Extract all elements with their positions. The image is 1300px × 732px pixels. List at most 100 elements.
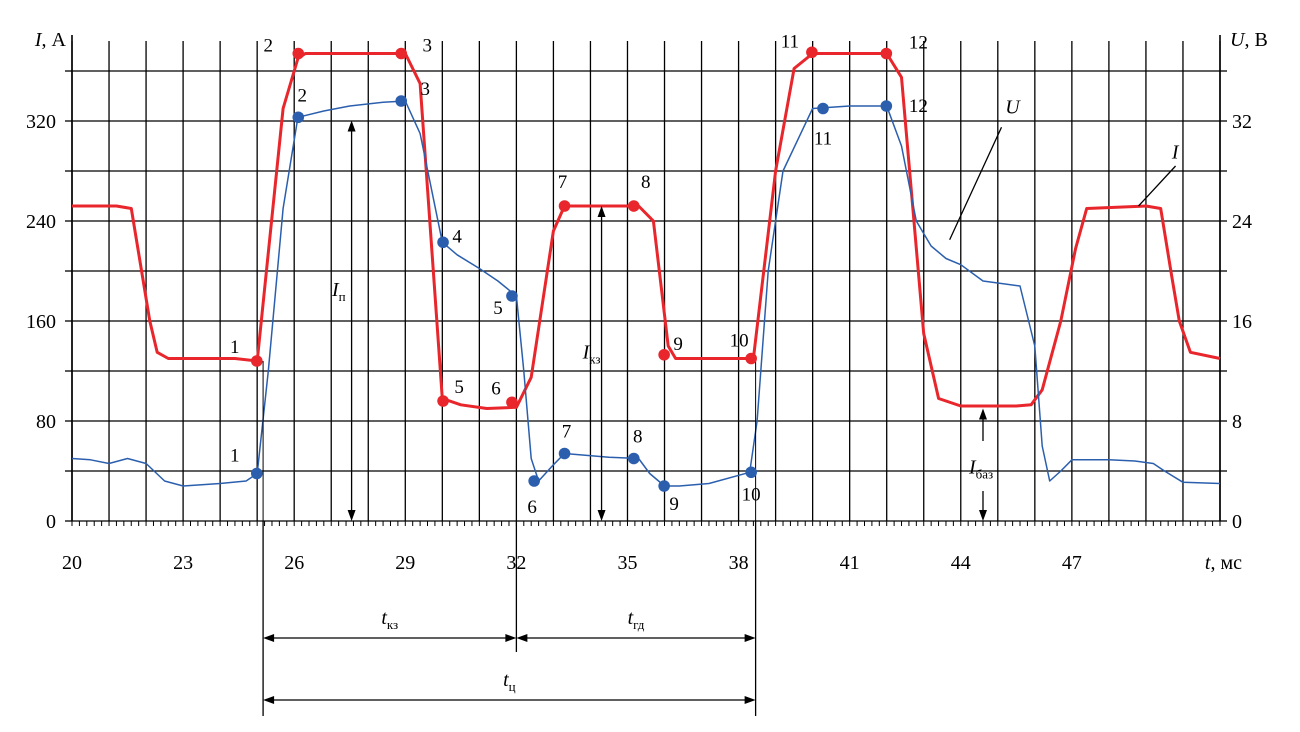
arrow-i-baz-head — [978, 408, 987, 420]
voltage-point-label: 11 — [814, 129, 832, 150]
label-t-c: tц — [503, 669, 516, 694]
annotation-arrows — [262, 120, 1177, 716]
current-point-label: 1 — [230, 337, 240, 358]
arrow-t-c-head — [744, 696, 756, 704]
current-series-line — [72, 52, 1221, 410]
voltage-point-label: 8 — [633, 427, 643, 448]
current-marker — [627, 200, 640, 212]
voltage-point-label: 5 — [493, 298, 503, 319]
x-tick-label: 23 — [173, 552, 193, 574]
current-marker — [250, 355, 263, 367]
current-point-label: 6 — [491, 378, 501, 399]
current-point-label: 12 — [909, 33, 928, 54]
arrow-t-kz-head — [505, 634, 517, 642]
voltage-marker — [250, 467, 263, 480]
current-point-label: 3 — [422, 36, 432, 57]
y-right-tick-label: 8 — [1232, 411, 1242, 433]
x-tick-label: 35 — [617, 552, 637, 574]
label-i-curve: I — [1171, 142, 1180, 164]
voltage-point-label: 2 — [298, 85, 308, 106]
y-left-tick-label: 320 — [26, 111, 56, 133]
voltage-marker — [880, 100, 893, 112]
label-t-gd: tгд — [628, 607, 645, 632]
voltage-point-label: 6 — [527, 497, 537, 518]
x-axis-title: t, мс — [1205, 552, 1242, 574]
current-marker — [806, 46, 818, 59]
x-tick-label: 26 — [284, 552, 304, 574]
voltage-marker — [627, 452, 640, 465]
current-point-label: 9 — [673, 334, 683, 355]
voltage-marker — [817, 102, 829, 115]
voltage-point-label: 4 — [452, 226, 462, 247]
voltage-point-label: 1 — [230, 446, 240, 467]
marker-points — [250, 46, 893, 492]
label-t-kz: tкз — [381, 607, 398, 632]
x-tick-label: 47 — [1062, 552, 1082, 574]
x-tick-label: 29 — [395, 552, 415, 574]
current-point-label: 5 — [454, 377, 464, 398]
current-point-label: 10 — [730, 331, 749, 352]
y-left-tick-label: 240 — [26, 211, 56, 233]
x-tick-label: 44 — [951, 552, 971, 574]
y-left-tick-label: 160 — [26, 311, 56, 333]
arrow-t-gd-head — [744, 634, 756, 642]
y-right-axis-title: U, В — [1230, 29, 1268, 51]
i-callout-line — [1138, 165, 1177, 207]
x-tick-label: 20 — [62, 552, 82, 574]
arrow-t-kz-head — [263, 634, 275, 642]
voltage-marker — [658, 480, 670, 492]
voltage-marker — [395, 95, 408, 107]
arrow-i-p-head — [347, 510, 356, 521]
tick-labels: 20 23 26 29 32 35 38 41 44 4708016024032008162432… — [26, 29, 1268, 574]
y-right-tick-label: 0 — [1232, 511, 1242, 533]
voltage-marker — [745, 466, 757, 479]
annotation-labels: Iп Iкз Iбаз tкз tгд tц U I — [331, 97, 1180, 695]
x-tick-label: 41 — [840, 552, 860, 574]
label-i-p: Iп — [331, 279, 346, 304]
label-i-kz: Iкз — [582, 342, 601, 367]
x-tick-label: 38 — [729, 552, 749, 574]
voltage-marker — [437, 236, 449, 249]
u-callout-line — [949, 126, 1003, 241]
current-marker — [745, 352, 757, 365]
voltage-point-label: 7 — [562, 422, 572, 443]
current-point-label: 7 — [558, 172, 568, 193]
voltage-point-label: 10 — [742, 484, 761, 505]
arrow-t-c-head — [263, 696, 275, 704]
voltage-point-label: 3 — [420, 79, 430, 100]
arrow-i-p-head — [347, 120, 356, 132]
y-right-tick-label: 32 — [1232, 111, 1252, 133]
y-left-axis-title: I, А — [34, 29, 67, 51]
current-marker — [506, 396, 518, 409]
axis-ticks — [65, 70, 1227, 526]
current-point-label: 8 — [641, 172, 651, 193]
current-marker — [558, 200, 571, 212]
label-u-curve: U — [1005, 97, 1021, 119]
current-point-label: 2 — [264, 36, 274, 57]
arrow-i-kz-head — [597, 510, 606, 521]
y-right-tick-label: 16 — [1232, 311, 1252, 333]
voltage-point-label: 12 — [909, 96, 928, 117]
current-marker — [658, 348, 670, 361]
current-marker — [395, 47, 408, 60]
voltage-marker — [292, 111, 305, 124]
voltage-series-line — [71, 100, 1221, 487]
arrow-i-kz-head — [597, 206, 606, 217]
current-marker — [292, 47, 305, 60]
label-i-baz: Iбаз — [968, 457, 993, 482]
current-marker — [437, 395, 449, 407]
grid — [71, 35, 1221, 522]
current-marker — [880, 47, 893, 60]
voltage-point-label: 9 — [669, 494, 679, 515]
arrow-t-gd-head — [516, 634, 528, 642]
arrow-i-baz-head — [978, 510, 987, 521]
voltage-marker — [528, 475, 540, 487]
voltage-marker — [558, 447, 571, 460]
y-left-tick-label: 80 — [36, 411, 56, 433]
y-left-tick-label: 0 — [46, 511, 56, 533]
voltage-marker — [506, 290, 518, 302]
current-point-label: 11 — [781, 31, 799, 52]
y-right-tick-label: 24 — [1232, 211, 1252, 233]
